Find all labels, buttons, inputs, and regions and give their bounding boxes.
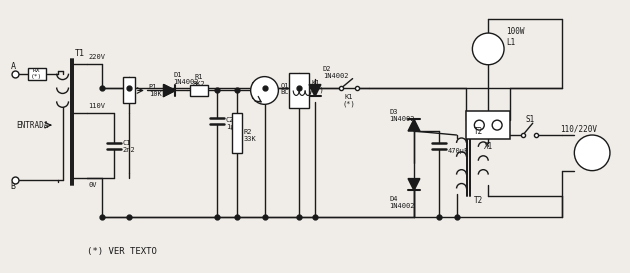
Circle shape	[472, 33, 504, 65]
Text: X1: X1	[484, 143, 493, 152]
Circle shape	[575, 135, 610, 171]
Text: C2
1μF: C2 1μF	[226, 117, 239, 130]
Text: (*) VER TEXTO: (*) VER TEXTO	[87, 247, 157, 256]
Text: 110V: 110V	[88, 103, 105, 109]
Polygon shape	[408, 119, 420, 131]
Text: K1
(*): K1 (*)	[342, 94, 355, 107]
Text: T2: T2	[474, 127, 483, 136]
Text: 220V: 220V	[88, 54, 105, 60]
Bar	[28, 68, 46, 80]
Text: 110/220V: 110/220V	[560, 124, 597, 133]
Bar	[123, 77, 135, 103]
Text: P1
10K: P1 10K	[149, 84, 161, 97]
Circle shape	[474, 120, 484, 130]
Text: D4
1N4002: D4 1N4002	[389, 196, 415, 209]
Text: 0V: 0V	[88, 182, 97, 188]
Text: S1: S1	[525, 115, 534, 124]
Circle shape	[251, 77, 278, 104]
Polygon shape	[408, 179, 420, 191]
Text: Q1
BC548: Q1 BC548	[280, 82, 302, 95]
Polygon shape	[164, 85, 175, 96]
Text: RX
(*): RX (*)	[32, 68, 42, 79]
Text: D2
1N4002: D2 1N4002	[323, 66, 348, 79]
Text: D1
1N4002: D1 1N4002	[173, 72, 199, 85]
Text: 100W
L1: 100W L1	[506, 27, 525, 47]
Text: R2
33K: R2 33K	[244, 129, 256, 141]
Text: B: B	[11, 182, 16, 191]
Bar	[232, 113, 242, 153]
Text: T2: T2	[474, 196, 483, 205]
Text: R1
8K2: R1 8K2	[193, 74, 205, 87]
Text: C1
2n2: C1 2n2	[123, 140, 135, 153]
Text: T1: T1	[74, 49, 84, 58]
Bar	[289, 73, 309, 108]
Polygon shape	[309, 85, 321, 96]
Text: ENTRADA: ENTRADA	[17, 121, 49, 130]
Text: D3
1N4002: D3 1N4002	[389, 109, 415, 122]
Bar	[466, 111, 510, 139]
Text: 470μF: 470μF	[448, 148, 469, 154]
Text: A: A	[11, 62, 16, 71]
Circle shape	[492, 120, 502, 130]
Bar	[190, 85, 208, 96]
Text: K1
(*): K1 (*)	[311, 80, 324, 93]
